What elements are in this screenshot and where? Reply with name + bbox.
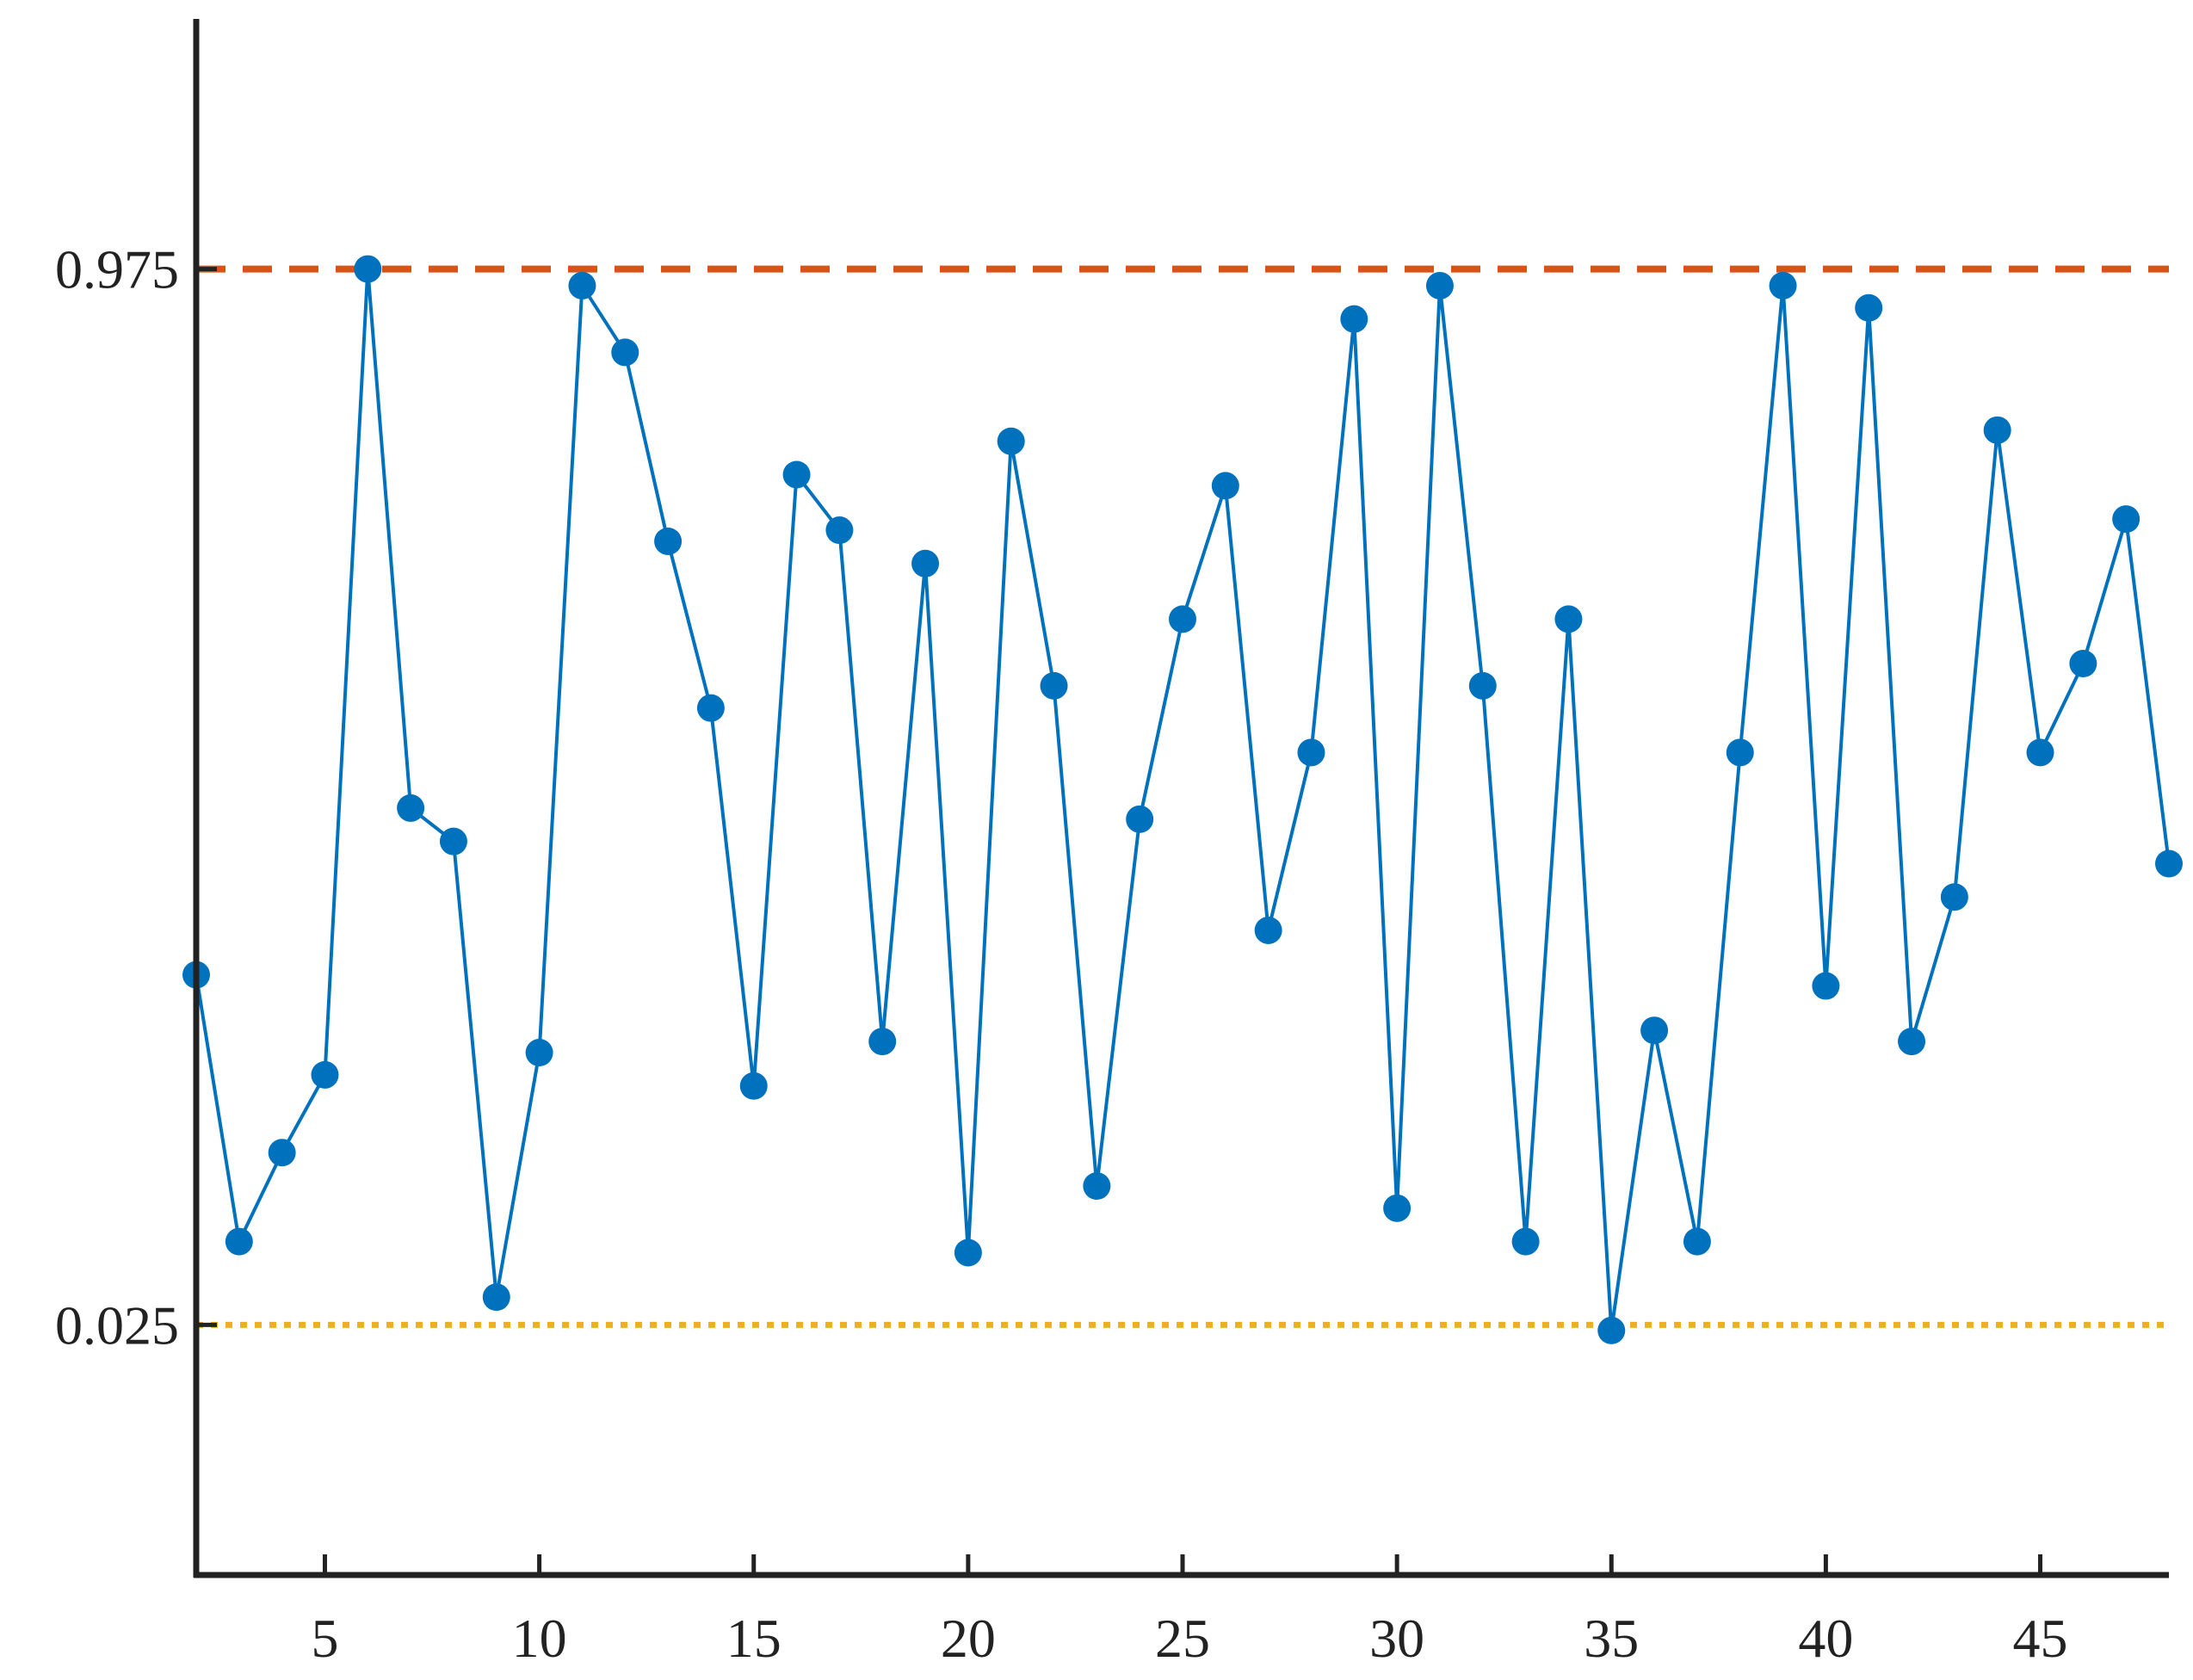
data-point xyxy=(2112,505,2140,534)
data-point xyxy=(1297,738,1325,767)
x-tick-label: 25 xyxy=(1155,1608,1210,1669)
data-point xyxy=(868,1028,897,1056)
data-point xyxy=(2069,650,2097,678)
data-point xyxy=(654,527,683,555)
data-point xyxy=(1169,605,1196,633)
data-point xyxy=(1940,883,1968,911)
data-point xyxy=(611,338,639,367)
x-tick-label: 30 xyxy=(1369,1608,1424,1669)
data-point xyxy=(825,516,854,545)
data-point xyxy=(1683,1227,1711,1256)
data-point xyxy=(1769,271,1797,300)
data-point xyxy=(568,271,596,300)
ticks-layer: 5 10 15 20 25 30 35 40 45 0.025 0.975 xyxy=(55,239,2068,1669)
data-point xyxy=(397,794,425,822)
data-point xyxy=(954,1238,982,1267)
data-point xyxy=(1254,916,1282,944)
data-point xyxy=(1983,416,2011,444)
data-point xyxy=(1425,271,1454,300)
data-point xyxy=(354,255,382,283)
data-point xyxy=(1468,671,1497,700)
data-point xyxy=(1383,1194,1412,1222)
data-point xyxy=(525,1039,553,1067)
data-point xyxy=(1340,305,1368,333)
data-point xyxy=(1083,1172,1111,1200)
y-tick-label: 0.975 xyxy=(55,239,179,300)
data-point xyxy=(439,827,467,855)
data-point xyxy=(696,694,725,722)
data-point xyxy=(1597,1316,1626,1344)
data-point xyxy=(1726,738,1754,767)
series-layer xyxy=(182,255,2183,1344)
axes-layer xyxy=(193,19,2169,1578)
data-point xyxy=(739,1072,768,1100)
data-point xyxy=(2026,738,2054,767)
reference-lines-layer xyxy=(196,265,2169,1328)
data-point xyxy=(1855,293,1883,322)
data-point xyxy=(311,1060,339,1089)
data-point xyxy=(482,1283,510,1312)
x-tick-label: 35 xyxy=(1584,1608,1639,1669)
data-point xyxy=(997,427,1025,455)
data-point xyxy=(268,1139,296,1167)
x-tick-label: 5 xyxy=(311,1608,338,1669)
data-point xyxy=(225,1227,253,1256)
data-point xyxy=(1040,671,1068,700)
x-tick-label: 20 xyxy=(941,1608,996,1669)
data-point xyxy=(782,460,811,489)
data-point xyxy=(1126,805,1154,833)
x-tick-label: 40 xyxy=(1798,1608,1853,1669)
data-point xyxy=(1554,605,1583,633)
data-point xyxy=(2155,849,2183,878)
x-tick-label: 15 xyxy=(726,1608,781,1669)
data-point xyxy=(1640,1016,1669,1045)
y-tick-label: 0.025 xyxy=(55,1294,179,1356)
data-point xyxy=(911,549,940,578)
series-line xyxy=(195,267,2171,1332)
data-point xyxy=(1511,1227,1540,1256)
x-tick-label: 10 xyxy=(512,1608,567,1669)
data-point xyxy=(1898,1028,1926,1056)
x-tick-label: 45 xyxy=(2013,1608,2068,1669)
data-point xyxy=(1211,472,1239,500)
data-point xyxy=(1812,972,1840,1000)
